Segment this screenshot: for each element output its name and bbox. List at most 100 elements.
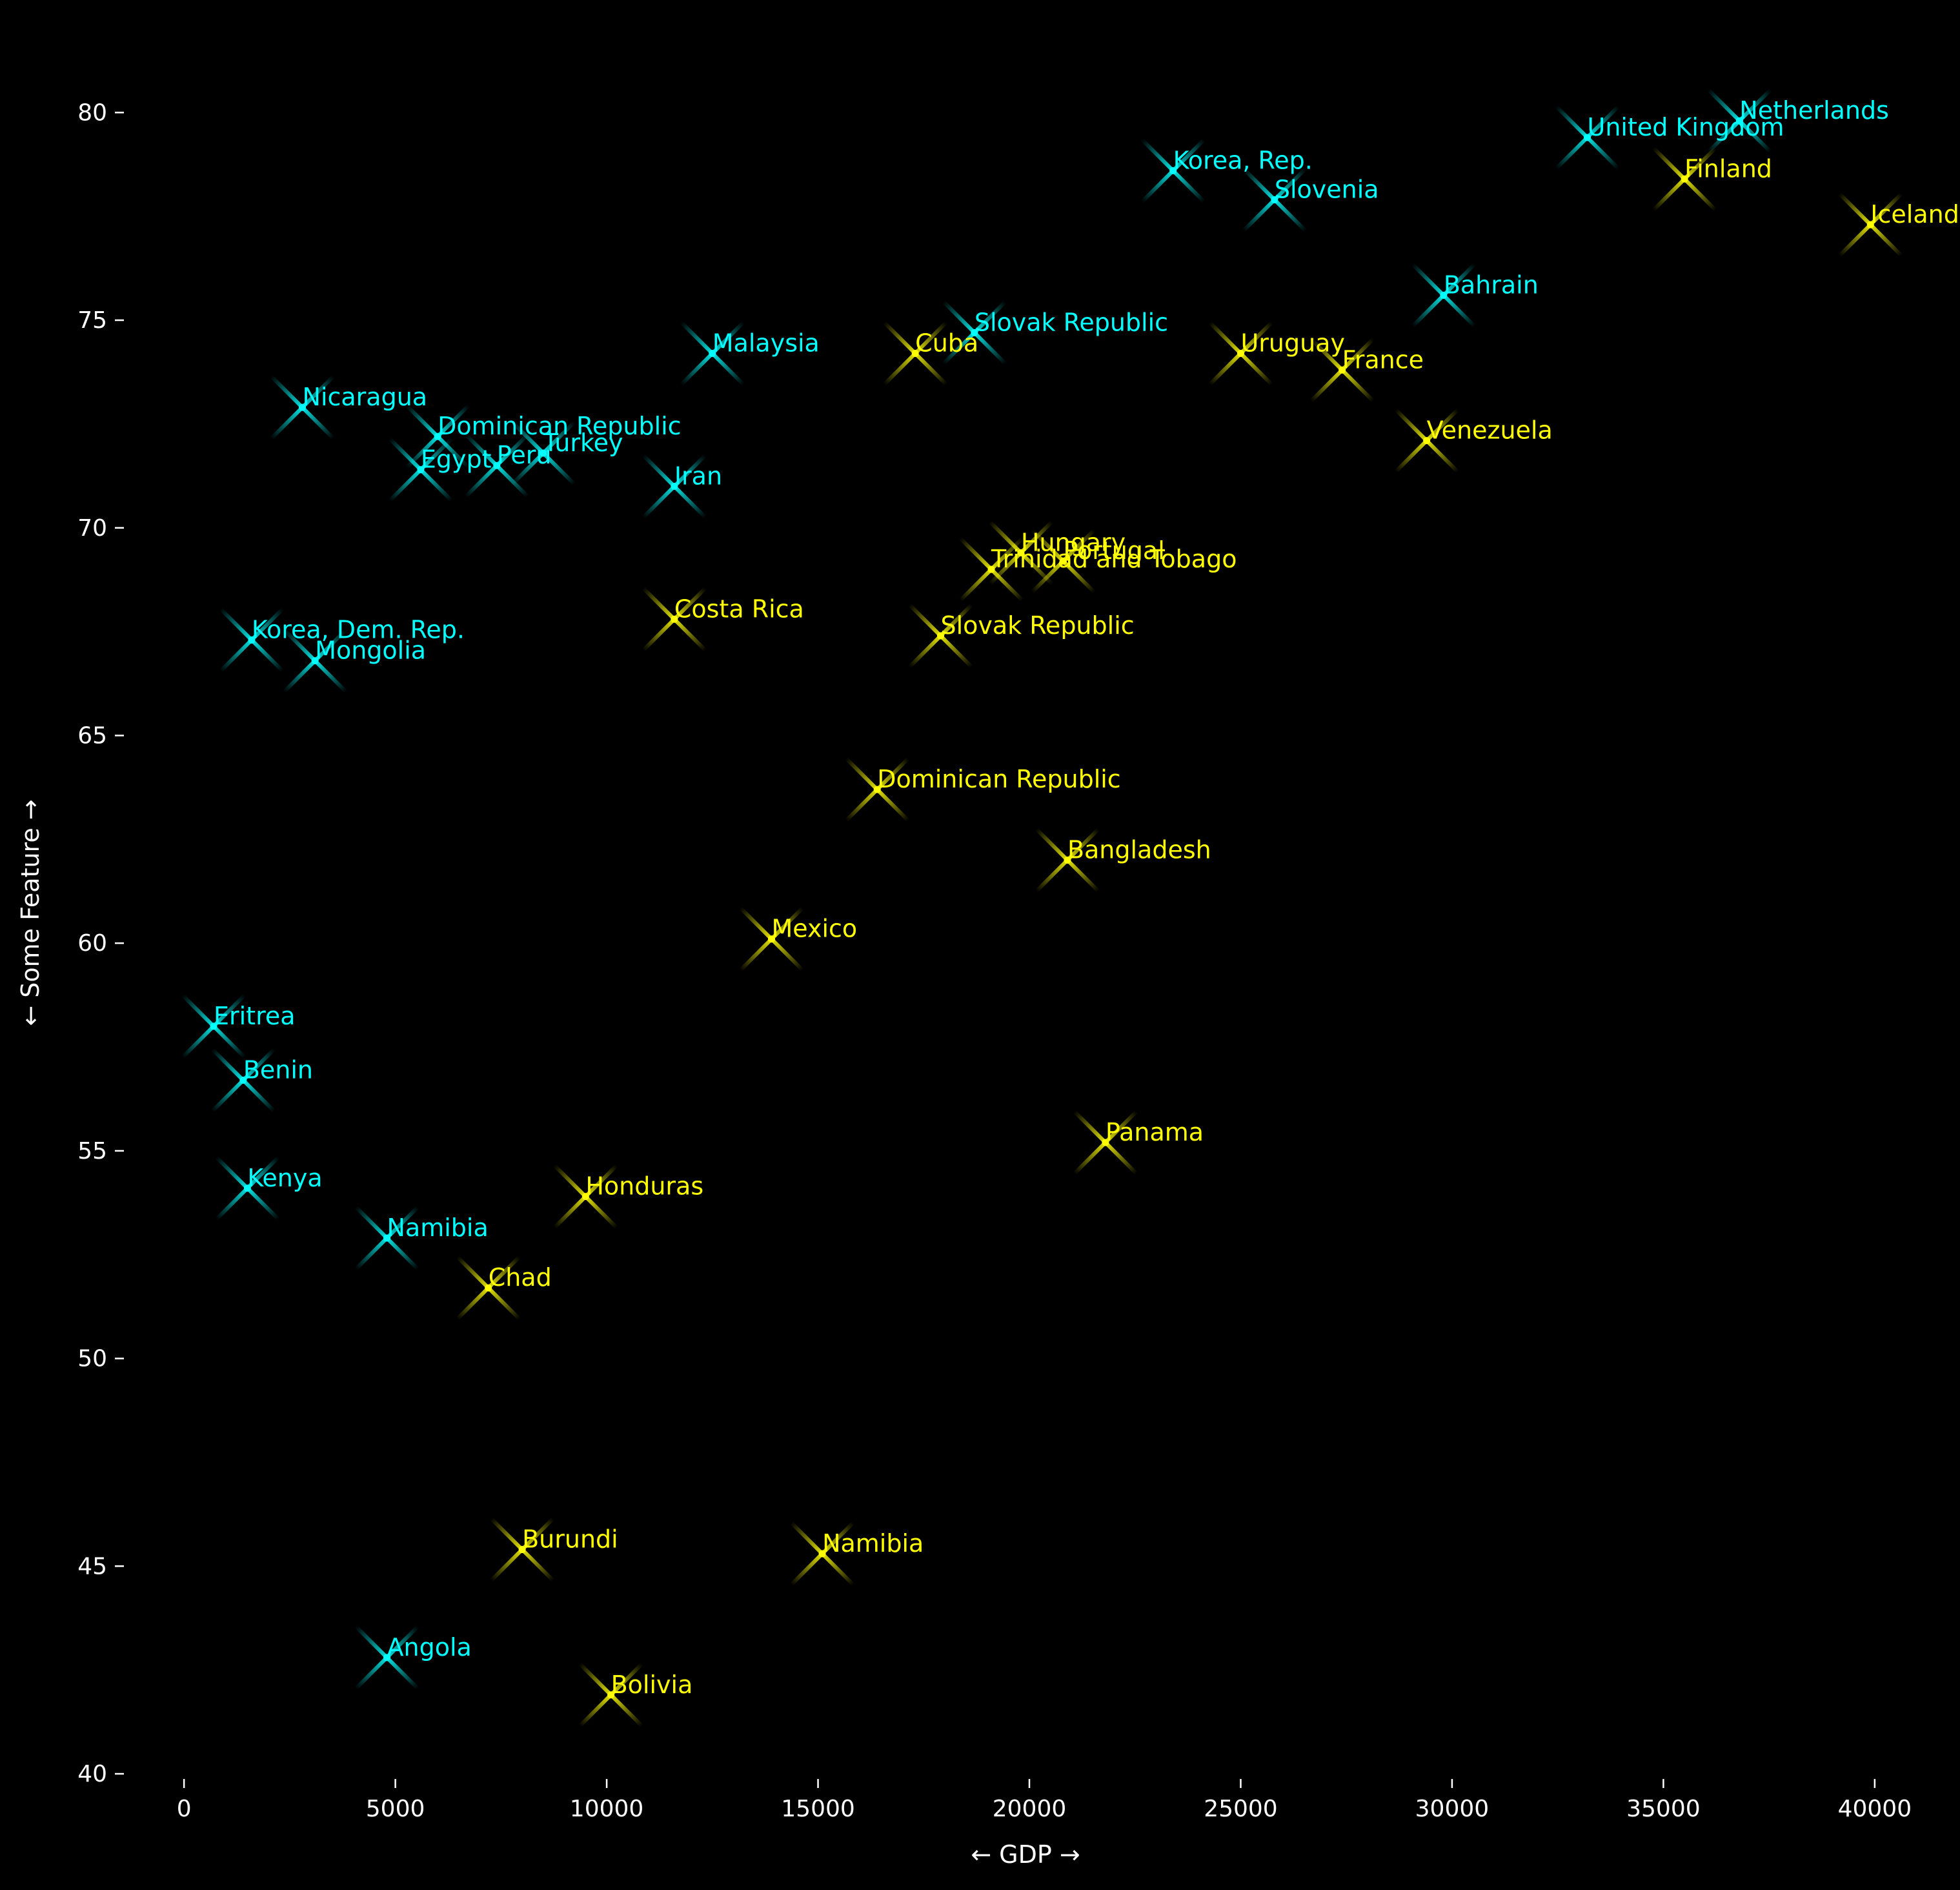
point-marker bbox=[1017, 549, 1025, 556]
data-point bbox=[1411, 263, 1477, 328]
data-point bbox=[270, 374, 335, 440]
point-label: Panama bbox=[1106, 1118, 1204, 1146]
y-tick-label: 65 bbox=[77, 722, 107, 749]
point-marker bbox=[248, 636, 256, 644]
point-label: Portugal bbox=[1063, 536, 1164, 565]
point-label: Finland bbox=[1684, 154, 1772, 183]
point-label: Namibia bbox=[387, 1214, 489, 1242]
data-point bbox=[680, 321, 745, 386]
point-label: Slovenia bbox=[1275, 175, 1379, 203]
data-point bbox=[489, 1517, 555, 1582]
x-tick-label: 0 bbox=[177, 1796, 192, 1822]
point-label: Korea, Rep. bbox=[1173, 146, 1313, 174]
x-tick-label: 30000 bbox=[1415, 1796, 1490, 1822]
point-marker bbox=[1866, 221, 1874, 229]
data-point bbox=[219, 607, 285, 673]
data-point bbox=[908, 603, 973, 669]
point-marker bbox=[299, 403, 307, 411]
point-label: Namibia bbox=[822, 1529, 924, 1558]
point-label: Kenya bbox=[247, 1164, 322, 1192]
x-tick-label: 35000 bbox=[1626, 1796, 1701, 1822]
data-point bbox=[1652, 147, 1717, 212]
point-label: Turkey bbox=[543, 429, 623, 457]
point-marker bbox=[911, 350, 919, 358]
y-tick-label: 70 bbox=[77, 515, 107, 542]
data-point bbox=[1073, 1110, 1138, 1175]
y-tick-label: 80 bbox=[77, 99, 107, 126]
point-label: Angola bbox=[387, 1633, 472, 1661]
x-tick-label: 25000 bbox=[1204, 1796, 1278, 1822]
point-marker bbox=[493, 462, 501, 469]
data-point bbox=[210, 1048, 276, 1113]
data-point bbox=[1555, 105, 1620, 170]
point-marker bbox=[607, 1691, 615, 1699]
x-tick-label: 5000 bbox=[366, 1796, 425, 1822]
x-axis-label: ← GDP → bbox=[971, 1840, 1080, 1869]
point-marker bbox=[1237, 350, 1244, 358]
point-marker bbox=[1271, 196, 1278, 203]
y-axis-label: ← Some Feature → bbox=[16, 799, 45, 1026]
data-point bbox=[405, 404, 470, 469]
point-marker bbox=[1102, 1139, 1109, 1146]
data-point bbox=[578, 1662, 643, 1727]
point-label: Cuba bbox=[915, 329, 978, 358]
point-marker bbox=[581, 1193, 589, 1201]
point-marker bbox=[971, 329, 978, 336]
point-marker bbox=[434, 432, 441, 440]
data-point bbox=[181, 993, 247, 1059]
y-tick-label: 60 bbox=[77, 930, 107, 957]
point-label: Netherlands bbox=[1739, 96, 1889, 125]
x-tick-label: 40000 bbox=[1838, 1796, 1912, 1822]
point-marker bbox=[383, 1234, 391, 1242]
point-marker bbox=[1440, 291, 1448, 299]
data-point bbox=[789, 1521, 855, 1587]
y-axis: 40 45 50 55 60 65 70 75 80 bbox=[77, 99, 124, 1787]
point-label: Uruguay bbox=[1240, 329, 1345, 358]
points-layer bbox=[181, 88, 1903, 1727]
point-marker bbox=[210, 1022, 217, 1030]
point-label: Nicaragua bbox=[303, 383, 428, 411]
y-tick-label: 45 bbox=[77, 1553, 107, 1580]
point-marker bbox=[818, 1550, 826, 1558]
point-label: Malaysia bbox=[712, 329, 820, 358]
point-marker bbox=[671, 615, 678, 623]
point-label: Dominican Republic bbox=[438, 412, 681, 440]
point-marker bbox=[417, 466, 425, 474]
point-label: Bolivia bbox=[611, 1671, 693, 1699]
point-label: Costa Rica bbox=[674, 594, 804, 623]
point-marker bbox=[767, 935, 775, 943]
point-marker bbox=[540, 449, 547, 457]
data-point bbox=[1242, 167, 1308, 232]
data-point bbox=[845, 757, 910, 822]
point-label: United Kingdom bbox=[1588, 113, 1784, 141]
data-point bbox=[1838, 192, 1903, 258]
point-marker bbox=[518, 1546, 526, 1554]
point-marker bbox=[671, 482, 678, 490]
y-tick-label: 40 bbox=[77, 1761, 107, 1787]
point-label: Eritrea bbox=[214, 1002, 296, 1030]
data-point bbox=[1707, 88, 1772, 154]
point-label: Iran bbox=[674, 462, 722, 490]
point-marker bbox=[987, 565, 995, 573]
point-marker bbox=[239, 1076, 247, 1084]
point-label: Egypt bbox=[421, 445, 492, 474]
data-point bbox=[354, 1205, 419, 1271]
point-marker bbox=[311, 657, 319, 665]
data-point bbox=[642, 587, 707, 652]
point-label: Venezuela bbox=[1427, 416, 1553, 445]
point-label: Slovak Republic bbox=[975, 308, 1168, 336]
point-marker bbox=[873, 786, 881, 793]
data-point bbox=[388, 437, 454, 502]
point-marker bbox=[1681, 175, 1688, 183]
data-point bbox=[464, 433, 529, 498]
point-label: Dominican Republic bbox=[877, 765, 1120, 793]
point-marker bbox=[1059, 557, 1067, 565]
point-label: Bahrain bbox=[1444, 270, 1539, 299]
point-marker bbox=[1339, 366, 1346, 374]
point-marker bbox=[383, 1654, 391, 1661]
point-marker bbox=[709, 350, 716, 358]
point-label: Chad bbox=[489, 1263, 552, 1292]
